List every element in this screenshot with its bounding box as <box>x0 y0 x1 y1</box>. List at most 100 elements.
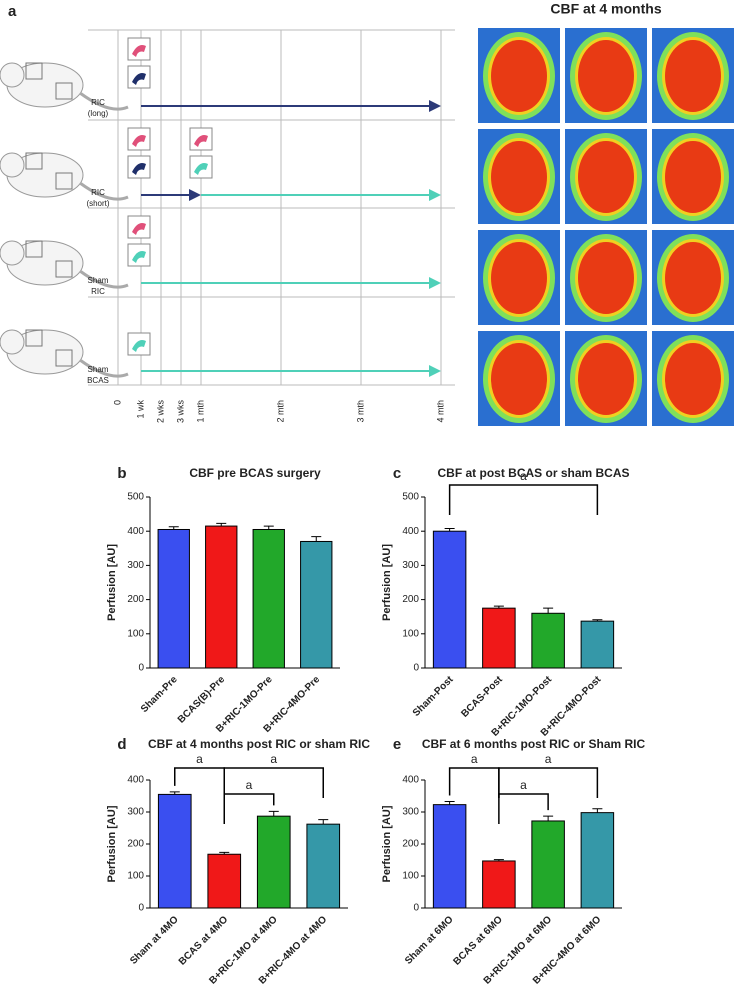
mouse-box <box>55 349 73 367</box>
icon-shape <box>132 223 146 235</box>
panel-letter: b <box>117 465 126 482</box>
y-axis-label: Perfusion [AU] <box>381 544 393 621</box>
x-tick-label: BCAS at 6MO <box>452 914 506 968</box>
x-tick-label: Sham-Post <box>411 674 456 719</box>
mouse-tail <box>79 269 129 289</box>
bracket <box>498 793 549 824</box>
icon-shape <box>194 135 208 147</box>
y-tick-label: 300 <box>402 807 419 818</box>
mouse-head <box>0 62 25 88</box>
y-tick-label: 200 <box>127 594 144 605</box>
panel-letter: a <box>8 3 17 20</box>
icon-shape <box>132 45 146 57</box>
bar <box>432 804 467 909</box>
mouse-head <box>0 240 25 266</box>
y-tick-label: 100 <box>402 628 419 639</box>
arrow-head <box>429 365 441 377</box>
bar <box>306 823 341 909</box>
y-tick-label: 400 <box>402 526 419 537</box>
bar <box>205 525 238 669</box>
y-tick-label: 300 <box>127 807 144 818</box>
group-label: Sham <box>88 365 109 374</box>
bar <box>256 815 291 909</box>
error-bar <box>263 525 274 530</box>
error-bar <box>493 859 504 861</box>
chart-title: CBF at 6 months post RIC or Sham RIC <box>422 737 646 751</box>
x-tick-label: Sham-Pre <box>139 674 180 715</box>
y-tick-label: 100 <box>127 628 144 639</box>
mouse-box <box>25 152 43 170</box>
bracket <box>174 767 225 798</box>
mouse-tail <box>79 91 129 111</box>
y-tick-label: 200 <box>402 839 419 850</box>
brain-core <box>491 343 547 415</box>
y-tick-label: 200 <box>402 594 419 605</box>
y-tick-label: 0 <box>413 663 419 674</box>
brain-core <box>491 40 547 112</box>
bar <box>157 528 190 669</box>
group-label: (short) <box>86 199 109 208</box>
chart-title: CBF pre BCAS surgery <box>189 466 321 480</box>
bracket-label: a <box>545 752 552 766</box>
brain-core <box>578 40 634 112</box>
icon-shape <box>132 135 146 147</box>
arrow-head <box>189 189 201 201</box>
brain-core <box>665 242 721 314</box>
error-bar <box>318 819 329 825</box>
y-tick-label: 0 <box>138 663 144 674</box>
x-tick-label: BCAS at 4MO <box>177 914 231 968</box>
brain-core <box>578 343 634 415</box>
y-tick-label: 500 <box>127 492 144 503</box>
y-tick-label: 200 <box>127 839 144 850</box>
y-tick-label: 100 <box>127 871 144 882</box>
mouse-box <box>25 62 43 80</box>
x-tick-label: BCAS-Post <box>459 674 505 720</box>
mouse-tail <box>79 358 129 378</box>
bracket <box>448 484 599 515</box>
time-label: 1 wk <box>135 400 145 419</box>
y-tick-label: 400 <box>402 775 419 786</box>
time-label: 3 wks <box>175 400 185 424</box>
icon-shape <box>132 340 146 352</box>
panel-letter: e <box>393 736 401 753</box>
error-bar <box>268 810 279 817</box>
icon-shape <box>132 163 146 175</box>
bar <box>300 540 333 669</box>
icon-shape <box>194 163 208 175</box>
arrow-head <box>429 189 441 201</box>
chart-title: CBF at 4 months post RIC or sham RIC <box>148 737 370 751</box>
brain-core <box>665 40 721 112</box>
x-tick-label: Sham at 6MO <box>403 914 456 967</box>
bar <box>580 812 615 909</box>
error-bar <box>219 851 230 855</box>
brain-core <box>491 141 547 213</box>
y-tick-label: 0 <box>138 903 144 914</box>
bracket-label: a <box>520 469 527 483</box>
mouse-tail <box>79 181 129 201</box>
bar <box>531 820 565 909</box>
time-label: 0 <box>112 400 122 405</box>
y-axis-label: Perfusion [AU] <box>381 805 393 882</box>
y-tick-label: 100 <box>402 871 419 882</box>
icon-shape <box>132 251 146 263</box>
bar <box>432 530 467 669</box>
brain-core <box>491 242 547 314</box>
bracket-label: a <box>246 778 253 792</box>
x-tick-label: BCAS(B)-Pre <box>176 674 228 726</box>
error-bar <box>592 619 603 622</box>
panel-letter: d <box>117 736 126 753</box>
y-tick-label: 400 <box>127 526 144 537</box>
bracket <box>223 793 275 824</box>
y-axis-label: Perfusion [AU] <box>106 544 118 621</box>
error-bar <box>444 527 455 532</box>
error-bar <box>543 607 554 614</box>
time-label: 4 mth <box>435 400 445 423</box>
bracket-label: a <box>196 752 203 766</box>
time-label: 2 wks <box>155 400 165 424</box>
error-bar <box>592 808 603 813</box>
mouse-head <box>0 152 25 178</box>
y-axis-label: Perfusion [AU] <box>106 805 118 882</box>
time-label: 3 mth <box>355 400 365 423</box>
chart-title: CBF at post BCAS or sham BCAS <box>437 466 629 480</box>
arrow-head <box>429 100 441 112</box>
